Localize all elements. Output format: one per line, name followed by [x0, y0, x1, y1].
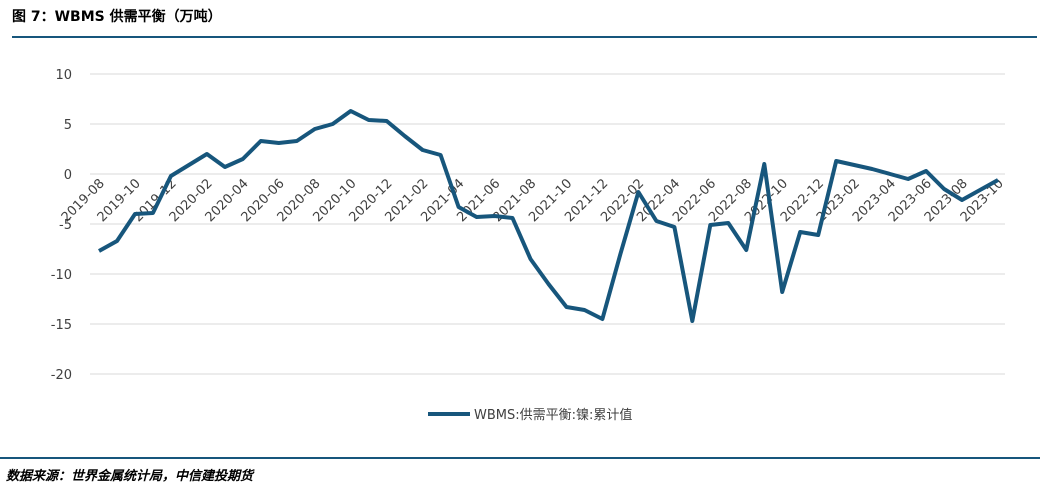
y-tick-label: 0 — [64, 168, 72, 183]
chart-title: 图 7：WBMS 供需平衡（万吨） — [12, 8, 222, 25]
source: 数据来源：世界金属统计局，中信建投期货 — [6, 468, 255, 484]
y-tick-label: -10 — [51, 268, 72, 283]
y-tick-label: -5 — [59, 218, 72, 233]
legend-label: WBMS:供需平衡:镍:累计值 — [474, 407, 632, 423]
title-rule — [12, 36, 1037, 38]
y-tick-label: 5 — [64, 118, 72, 133]
data-line — [98, 109, 999, 323]
source-rule — [0, 457, 1040, 459]
y-tick-label: -15 — [51, 318, 72, 333]
y-tick-label: 10 — [55, 68, 72, 83]
y-tick-label: -20 — [51, 368, 72, 383]
